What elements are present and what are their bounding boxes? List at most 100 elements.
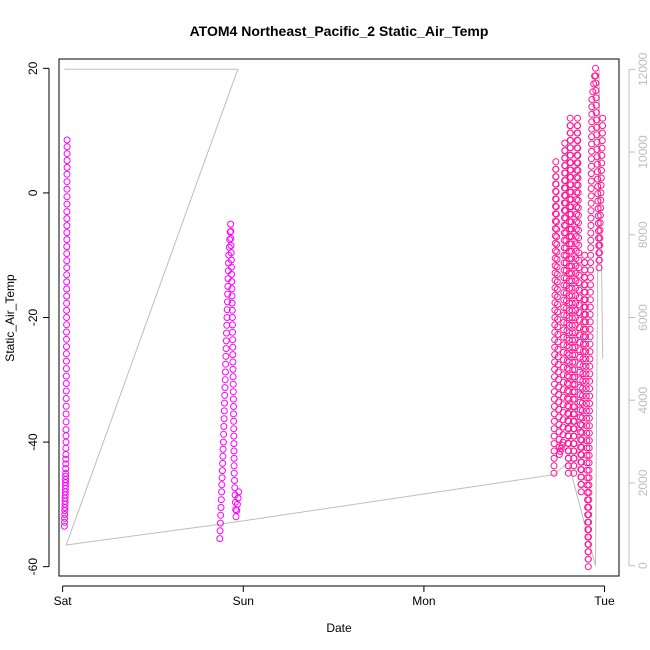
data-point	[62, 350, 70, 358]
y2-tick-label: 4000	[636, 387, 650, 414]
data-point	[587, 229, 595, 237]
data-point	[579, 384, 587, 392]
data-point	[596, 226, 604, 234]
data-point	[569, 373, 577, 381]
data-point	[587, 244, 595, 252]
data-point	[550, 462, 558, 470]
data-point	[583, 407, 590, 415]
data-point	[62, 455, 70, 463]
data-point	[229, 328, 237, 336]
data-point	[584, 563, 592, 571]
data-point	[579, 392, 586, 400]
data-point	[597, 181, 605, 189]
data-point	[62, 395, 70, 402]
data-point	[568, 292, 576, 300]
data-point	[555, 398, 563, 406]
data-point	[586, 370, 594, 378]
data-point	[551, 262, 559, 270]
data-point	[568, 321, 576, 329]
data-point	[230, 454, 238, 462]
data-point	[569, 336, 576, 344]
data-point	[560, 281, 568, 289]
data-point	[228, 270, 236, 278]
data-point	[586, 325, 594, 333]
data-point	[574, 174, 582, 182]
data-point	[593, 153, 601, 161]
data-point	[229, 358, 237, 366]
data-point	[582, 348, 590, 356]
data-point	[560, 333, 568, 341]
data-point	[570, 425, 578, 433]
data-point	[574, 196, 582, 204]
data-point	[63, 136, 71, 144]
data-point	[585, 429, 593, 437]
data-point	[576, 338, 584, 346]
data-point	[587, 199, 595, 207]
data-point	[228, 278, 236, 286]
data-point	[554, 353, 562, 361]
data-point	[585, 414, 593, 422]
data-point	[554, 345, 562, 353]
data-point	[576, 324, 583, 331]
data-point	[585, 474, 593, 482]
y-tick-label: -60	[26, 558, 40, 576]
data-point	[560, 296, 568, 304]
data-point	[229, 343, 237, 351]
data-point	[561, 177, 569, 185]
data-point	[217, 504, 225, 511]
data-point	[578, 444, 586, 451]
data-point	[230, 403, 237, 410]
data-point	[560, 319, 568, 326]
data-point	[568, 314, 576, 322]
data-point	[596, 241, 604, 249]
data-point	[586, 348, 594, 356]
data-point	[61, 514, 69, 522]
data-point	[229, 336, 237, 344]
data-point	[588, 103, 596, 111]
data-point	[62, 365, 70, 373]
data-point	[599, 122, 607, 130]
data-point	[595, 256, 603, 264]
data-point	[567, 218, 575, 226]
data-point	[221, 384, 229, 392]
data-point	[574, 137, 582, 145]
data-point	[62, 438, 70, 446]
data-point	[568, 255, 576, 263]
data-point	[554, 300, 561, 308]
data-point	[593, 146, 601, 153]
data-point	[230, 432, 238, 440]
data-point	[566, 247, 573, 255]
data-point	[575, 309, 583, 316]
data-point	[62, 418, 70, 426]
data-point	[566, 122, 574, 130]
data-point	[575, 234, 583, 242]
data-point	[578, 429, 586, 437]
data-point	[586, 362, 594, 370]
data-point	[586, 377, 594, 385]
data-point	[216, 527, 224, 535]
data-point	[553, 263, 561, 271]
data-point	[553, 270, 561, 278]
data-point	[221, 376, 229, 384]
data-point	[598, 159, 606, 167]
data-point	[550, 432, 558, 440]
data-point	[217, 496, 225, 504]
data-point	[554, 338, 562, 346]
data-point	[62, 460, 70, 468]
data-point	[571, 381, 579, 388]
data-point	[571, 403, 578, 411]
data-point	[571, 321, 579, 329]
data-point	[587, 259, 595, 267]
data-point	[219, 445, 227, 453]
data-point	[62, 357, 70, 365]
data-point	[63, 343, 70, 351]
y2-tick-label: 10000	[636, 135, 650, 169]
data-point	[597, 174, 605, 182]
data-point	[235, 488, 243, 496]
data-point	[63, 163, 71, 171]
data-point	[558, 441, 566, 449]
data-point	[566, 129, 574, 137]
data-point	[576, 331, 583, 339]
data-point	[218, 467, 226, 475]
data-point	[229, 373, 237, 381]
